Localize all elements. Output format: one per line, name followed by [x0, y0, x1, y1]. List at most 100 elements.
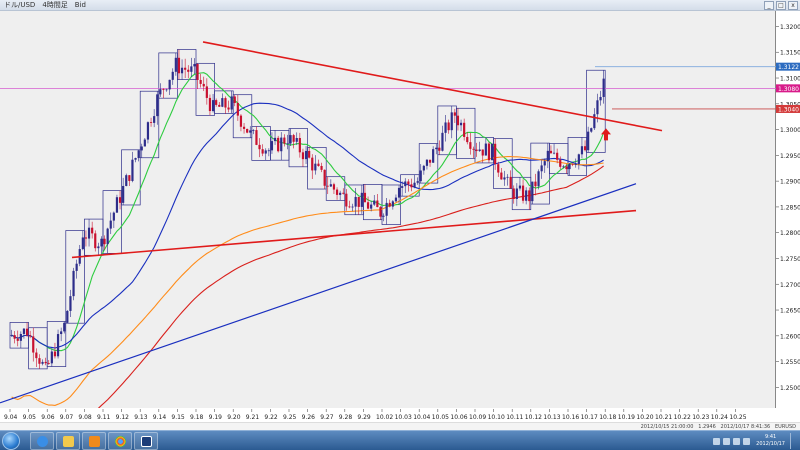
day-range-box — [493, 138, 513, 189]
candle-body — [422, 165, 425, 171]
time-tick-label: 10.20 — [636, 414, 653, 421]
time-tick-label: 10.23 — [692, 414, 709, 421]
candle-body — [292, 135, 295, 142]
candle-body — [239, 115, 243, 127]
candle-body — [587, 131, 590, 151]
candle-body — [143, 139, 146, 147]
candle-body — [571, 163, 574, 165]
taskbar-app-explorer[interactable] — [56, 432, 80, 450]
time-tick-label: 10.18 — [599, 414, 616, 421]
price-tick-label: 1.3150 — [780, 50, 800, 57]
candle-body — [41, 361, 44, 364]
candle-body — [252, 130, 255, 131]
time-tick-label: 10.17 — [581, 414, 598, 421]
candle-body — [298, 138, 301, 153]
candle-body — [388, 202, 391, 207]
candle-body — [509, 176, 512, 189]
tray-network-icon[interactable] — [723, 437, 731, 445]
candle-body — [549, 150, 553, 154]
status-bar: 2012/10/15 21:00:00 1.2946 2012/10/17 8:… — [0, 422, 800, 430]
candle-body — [413, 182, 416, 188]
time-tick-label: 9.06 — [41, 414, 55, 421]
close-button[interactable]: x — [788, 1, 798, 10]
candle-body — [215, 100, 218, 105]
time-tick-label: 9.14 — [153, 414, 167, 421]
candle-body — [162, 89, 165, 91]
candle-body — [475, 149, 478, 152]
candle-body — [562, 166, 565, 168]
candle-body — [335, 189, 339, 195]
candle-body — [140, 146, 143, 151]
chart-area[interactable] — [0, 11, 776, 450]
time-tick-label: 9.27 — [320, 414, 334, 421]
tray-volume-icon[interactable] — [733, 437, 741, 445]
candle-body — [373, 200, 376, 205]
candle-body — [397, 187, 401, 198]
day-range-box — [511, 176, 532, 211]
candle-body — [91, 227, 94, 234]
outlook-icon — [89, 436, 100, 447]
day-range-box — [325, 176, 346, 201]
candlestick-chart[interactable] — [0, 11, 776, 450]
tray-ime-icon[interactable] — [743, 437, 751, 445]
tray-flag-icon[interactable] — [713, 437, 721, 445]
day-range-box — [344, 184, 364, 216]
candle-body — [574, 163, 577, 165]
candle-body — [227, 107, 230, 110]
show-desktop-button[interactable] — [790, 433, 796, 449]
taskbar-app-ie[interactable] — [30, 432, 54, 450]
candle-body — [236, 103, 239, 116]
candle-body — [394, 197, 398, 202]
taskbar-app-outlook[interactable] — [82, 432, 106, 450]
candle-body — [218, 104, 221, 107]
time-tick-label: 9.19 — [209, 414, 223, 421]
ma-long-red-line — [11, 165, 604, 450]
candle-body — [323, 169, 326, 186]
candle-body — [447, 122, 450, 131]
day-range-box — [139, 90, 160, 159]
taskbar-app-chrome[interactable] — [108, 432, 132, 450]
candle-body — [311, 157, 314, 171]
time-tick-label: 9.05 — [23, 414, 37, 421]
minimize-button[interactable]: _ — [764, 1, 774, 10]
maximize-button[interactable]: □ — [776, 1, 786, 10]
candle-body — [224, 98, 227, 108]
price-tick-label: 1.2550 — [780, 359, 800, 366]
candle-body — [153, 116, 156, 123]
candle-body — [326, 185, 329, 187]
day-range-box — [251, 126, 271, 161]
price-tag-label: 1.3040 — [778, 106, 799, 113]
candle-body — [103, 238, 106, 245]
status-line1: 2012/10/15 21:00:00 1.2946 — [640, 424, 716, 430]
candle-body — [407, 181, 410, 185]
day-range-box — [214, 90, 234, 114]
candle-body — [435, 147, 438, 150]
candle-body — [308, 150, 311, 158]
candle-body — [472, 148, 475, 150]
time-tick-label: 9.18 — [190, 414, 204, 421]
explorer-icon — [63, 436, 74, 447]
candle-body — [66, 310, 69, 323]
candle-body — [345, 193, 348, 207]
candle-body — [81, 237, 84, 250]
candle-body — [410, 184, 413, 188]
taskbar-clock[interactable]: 9:41 2012/10/17 — [756, 434, 785, 448]
taskbar-app-trading[interactable] — [134, 432, 158, 450]
candle-body — [22, 328, 26, 334]
start-button[interactable] — [2, 432, 20, 450]
time-tick-label: 9.29 — [357, 414, 371, 421]
window-title: ドル/USD 4時間足 Bid — [4, 1, 86, 9]
candle-body — [258, 144, 261, 150]
price-tag-line_c — [776, 104, 800, 113]
time-tick-label: 9.11 — [97, 414, 111, 421]
candle-body — [184, 67, 187, 70]
candle-body — [463, 122, 466, 137]
ie-icon — [37, 436, 48, 447]
clock-date: 2012/10/17 — [756, 441, 785, 447]
ma-short-line — [11, 72, 605, 352]
candle-body — [342, 192, 345, 194]
day-range-box — [232, 94, 253, 139]
day-range-box — [84, 218, 104, 256]
candle-body — [376, 200, 379, 208]
candle-body — [593, 114, 596, 129]
